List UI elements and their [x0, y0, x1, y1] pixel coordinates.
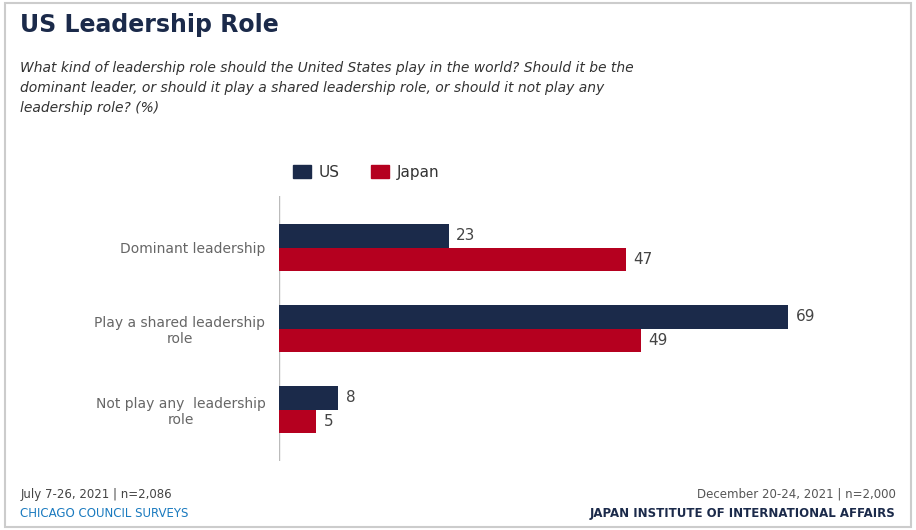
Text: CHICAGO COUNCIL SURVEYS: CHICAGO COUNCIL SURVEYS [20, 507, 189, 520]
Text: What kind of leadership role should the United States play in the world? Should : What kind of leadership role should the … [20, 61, 634, 115]
Text: 23: 23 [456, 228, 475, 243]
Bar [279, 305, 788, 329]
Text: 8: 8 [345, 390, 355, 405]
Legend: US, Japan: US, Japan [287, 158, 445, 186]
Bar [279, 410, 316, 433]
Text: 49: 49 [648, 333, 668, 348]
Text: JAPAN INSTITUTE OF INTERNATIONAL AFFAIRS: JAPAN INSTITUTE OF INTERNATIONAL AFFAIRS [590, 507, 896, 520]
Bar [279, 386, 338, 410]
Text: 69: 69 [795, 310, 815, 324]
Text: 47: 47 [633, 252, 652, 267]
Bar [279, 329, 640, 352]
Text: July 7-26, 2021 | n=2,086: July 7-26, 2021 | n=2,086 [20, 488, 172, 501]
Text: US Leadership Role: US Leadership Role [20, 13, 278, 37]
Text: December 20-24, 2021 | n=2,000: December 20-24, 2021 | n=2,000 [697, 488, 896, 501]
Bar [279, 224, 449, 248]
Bar [279, 248, 626, 271]
Text: 5: 5 [323, 414, 333, 429]
